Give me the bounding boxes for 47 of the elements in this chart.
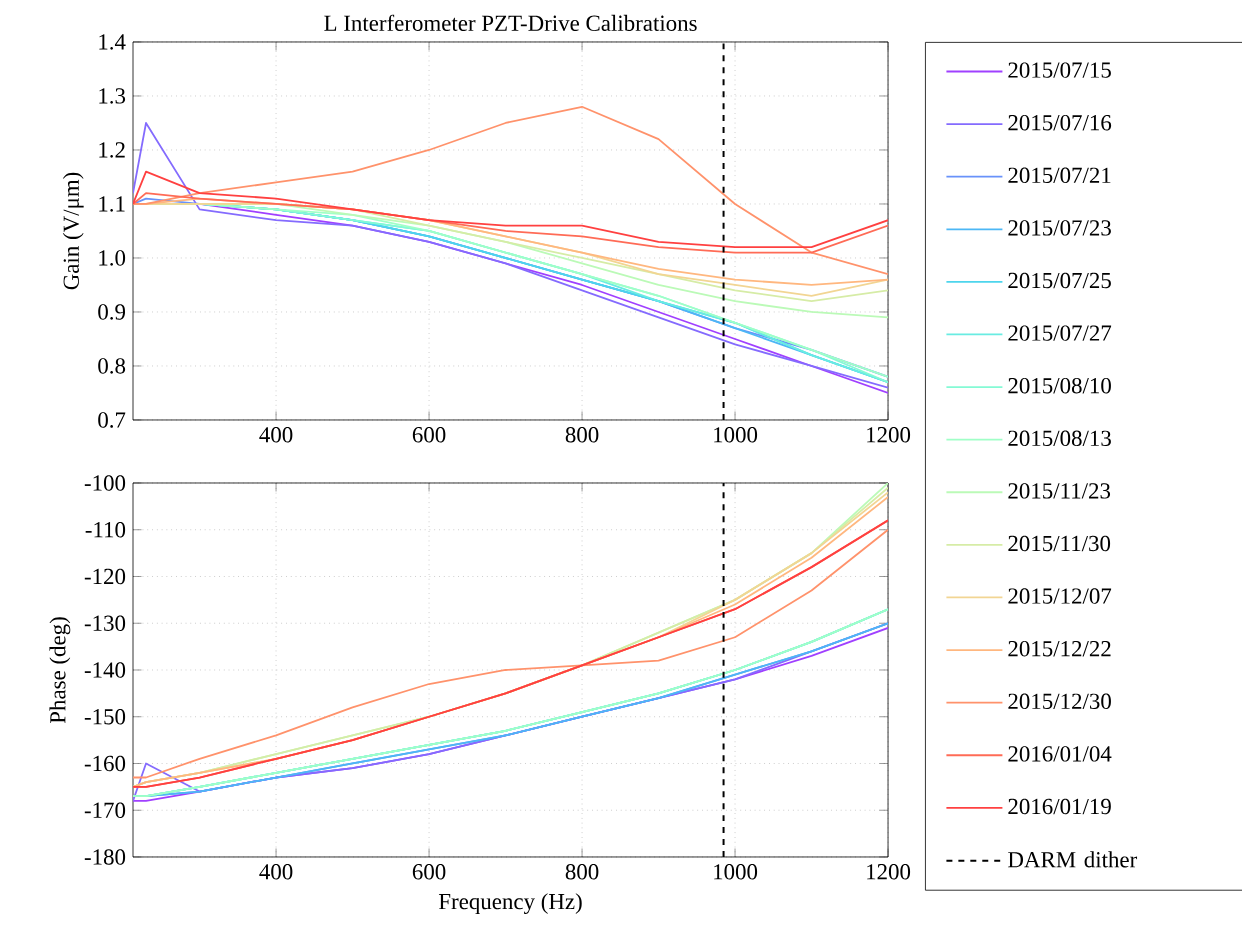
y-tick-label: -120 xyxy=(84,568,126,585)
y-axis-title: Phase (deg) xyxy=(49,617,71,724)
legend-label: 2015/07/25 xyxy=(1008,272,1111,289)
y-tick-label: -110 xyxy=(85,522,126,538)
y-tick-label: 1.0 xyxy=(99,250,126,266)
legend-label: 2015/12/07 xyxy=(1008,588,1112,604)
legend-label: 2015/07/21 xyxy=(1008,167,1111,184)
legend-label: 2015/07/23 xyxy=(1008,220,1111,236)
y-tick-label: -150 xyxy=(84,709,126,725)
x-tick-label: 800 xyxy=(565,427,599,443)
x-tick-label: 1000 xyxy=(714,427,758,443)
y-tick-label: -160 xyxy=(84,755,126,772)
y-tick-label: 1.2 xyxy=(99,142,125,158)
legend-label: 2015/08/13 xyxy=(1008,430,1111,447)
y-tick-label: -180 xyxy=(84,849,126,865)
legend-label: 2015/11/30 xyxy=(1008,535,1111,552)
legend-label: 2016/01/04 xyxy=(1008,746,1112,762)
legend-label: 2015/12/22 xyxy=(1008,640,1111,657)
y-tick-label: -100 xyxy=(84,475,126,491)
x-tick-label: 600 xyxy=(412,864,446,880)
y-tick-label: -170 xyxy=(84,802,126,818)
x-tick-label: 600 xyxy=(412,427,446,443)
y-tick-label: 0.8 xyxy=(98,358,126,374)
x-tick-label: 400 xyxy=(259,864,293,880)
x-tick-label: 400 xyxy=(259,427,293,443)
y-tick-label: 0.7 xyxy=(98,412,126,428)
legend-label: 2015/07/15 xyxy=(1008,62,1111,78)
legend-label: 2015/07/27 xyxy=(1008,325,1112,341)
y-tick-label: -140 xyxy=(84,662,126,678)
legend-label: 2015/12/30 xyxy=(1008,693,1111,709)
y-tick-label: 1.4 xyxy=(99,34,126,50)
x-tick-label: 1200 xyxy=(867,864,911,880)
y-tick-label: 1.3 xyxy=(99,88,126,104)
legend-label: 2015/07/16 xyxy=(1008,114,1112,131)
x-axis-title: Frequency (Hz) xyxy=(438,893,582,914)
y-tick-label: 1.1 xyxy=(99,196,125,212)
legend-label: 2015/11/23 xyxy=(1008,483,1111,499)
chart-title: L Interferometer PZT-Drive Calibrations xyxy=(324,14,697,31)
y-axis-title: Gain (V/μm) xyxy=(62,172,84,290)
y-tick-label: 0.9 xyxy=(98,304,126,320)
legend-label: 2015/08/10 xyxy=(1008,377,1111,394)
legend-label: DARM dither xyxy=(1008,851,1138,868)
legend-label: 2016/01/19 xyxy=(1008,798,1111,815)
x-tick-label: 800 xyxy=(565,864,599,880)
x-tick-label: 1200 xyxy=(867,427,911,443)
x-tick-label: 1000 xyxy=(714,864,758,880)
y-tick-label: -130 xyxy=(84,615,126,631)
